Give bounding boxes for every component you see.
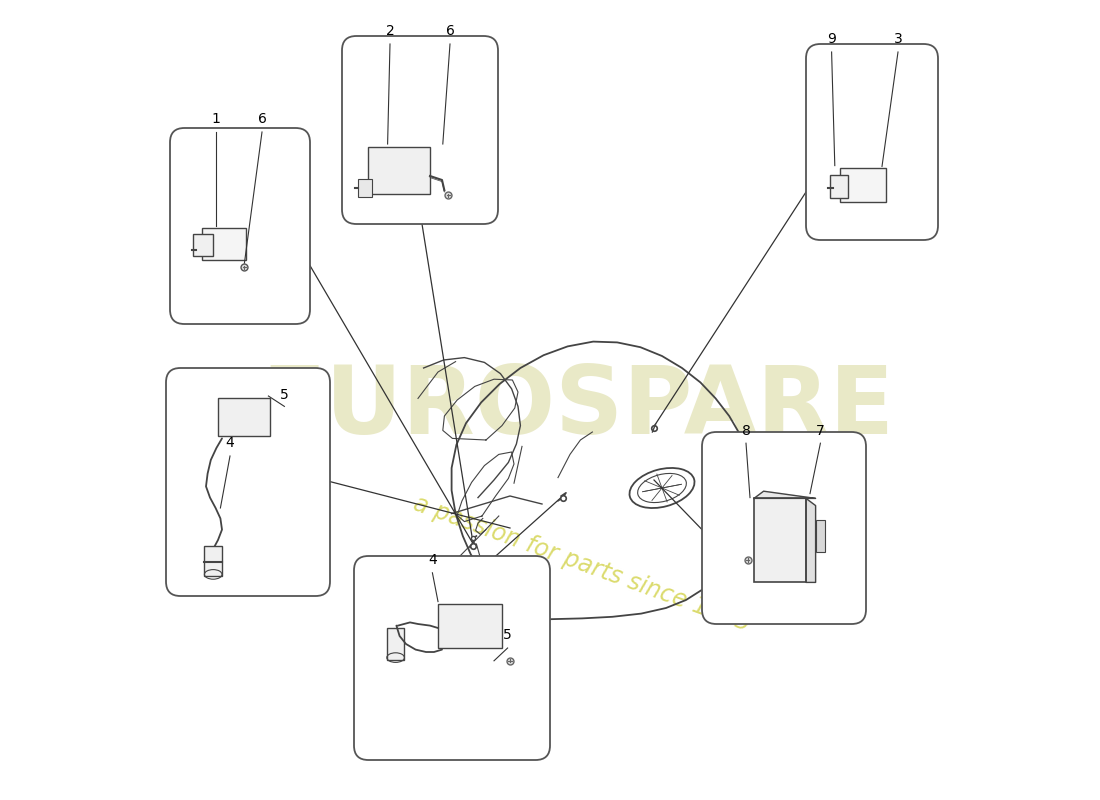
FancyBboxPatch shape bbox=[387, 628, 405, 660]
Text: a passion for parts since 1985: a passion for parts since 1985 bbox=[410, 492, 754, 636]
FancyBboxPatch shape bbox=[438, 604, 502, 648]
FancyBboxPatch shape bbox=[367, 147, 430, 194]
FancyBboxPatch shape bbox=[839, 168, 886, 202]
FancyBboxPatch shape bbox=[358, 179, 373, 197]
Text: 2: 2 bbox=[386, 23, 395, 38]
FancyBboxPatch shape bbox=[754, 498, 806, 582]
FancyBboxPatch shape bbox=[702, 432, 866, 624]
Text: 5: 5 bbox=[503, 629, 512, 642]
FancyBboxPatch shape bbox=[202, 228, 246, 260]
Polygon shape bbox=[806, 498, 815, 582]
FancyBboxPatch shape bbox=[815, 520, 825, 552]
FancyBboxPatch shape bbox=[342, 36, 498, 224]
Text: 8: 8 bbox=[741, 424, 750, 438]
FancyBboxPatch shape bbox=[170, 128, 310, 324]
Text: 4: 4 bbox=[226, 437, 234, 450]
FancyBboxPatch shape bbox=[218, 398, 270, 436]
FancyBboxPatch shape bbox=[166, 368, 330, 596]
Polygon shape bbox=[754, 491, 815, 498]
FancyBboxPatch shape bbox=[194, 234, 213, 256]
Text: 6: 6 bbox=[446, 23, 454, 38]
Text: 9: 9 bbox=[827, 33, 836, 46]
Text: 3: 3 bbox=[893, 33, 902, 46]
Text: EUROSPARE: EUROSPARE bbox=[262, 362, 894, 454]
Text: 1: 1 bbox=[211, 111, 220, 126]
Text: 7: 7 bbox=[816, 424, 825, 438]
FancyBboxPatch shape bbox=[830, 175, 848, 198]
FancyBboxPatch shape bbox=[205, 546, 222, 576]
FancyBboxPatch shape bbox=[806, 44, 938, 240]
FancyBboxPatch shape bbox=[354, 556, 550, 760]
Text: 6: 6 bbox=[257, 111, 266, 126]
Text: 4: 4 bbox=[428, 554, 437, 567]
Text: 5: 5 bbox=[280, 388, 289, 402]
